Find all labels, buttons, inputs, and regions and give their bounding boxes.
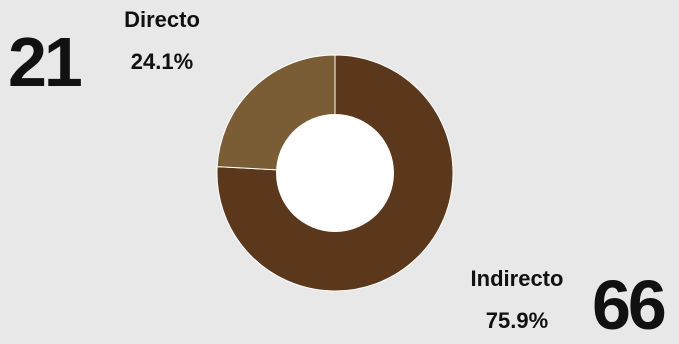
indirecto-count: 66 xyxy=(592,266,667,344)
directo-percent: 24.1% xyxy=(130,49,194,74)
indirecto-percent: 75.9% xyxy=(485,308,549,333)
indirecto-label: Indirecto xyxy=(470,266,564,291)
directo-count: 21 xyxy=(8,23,83,101)
directo-label: Directo xyxy=(124,7,200,32)
donut-hole xyxy=(276,114,394,232)
